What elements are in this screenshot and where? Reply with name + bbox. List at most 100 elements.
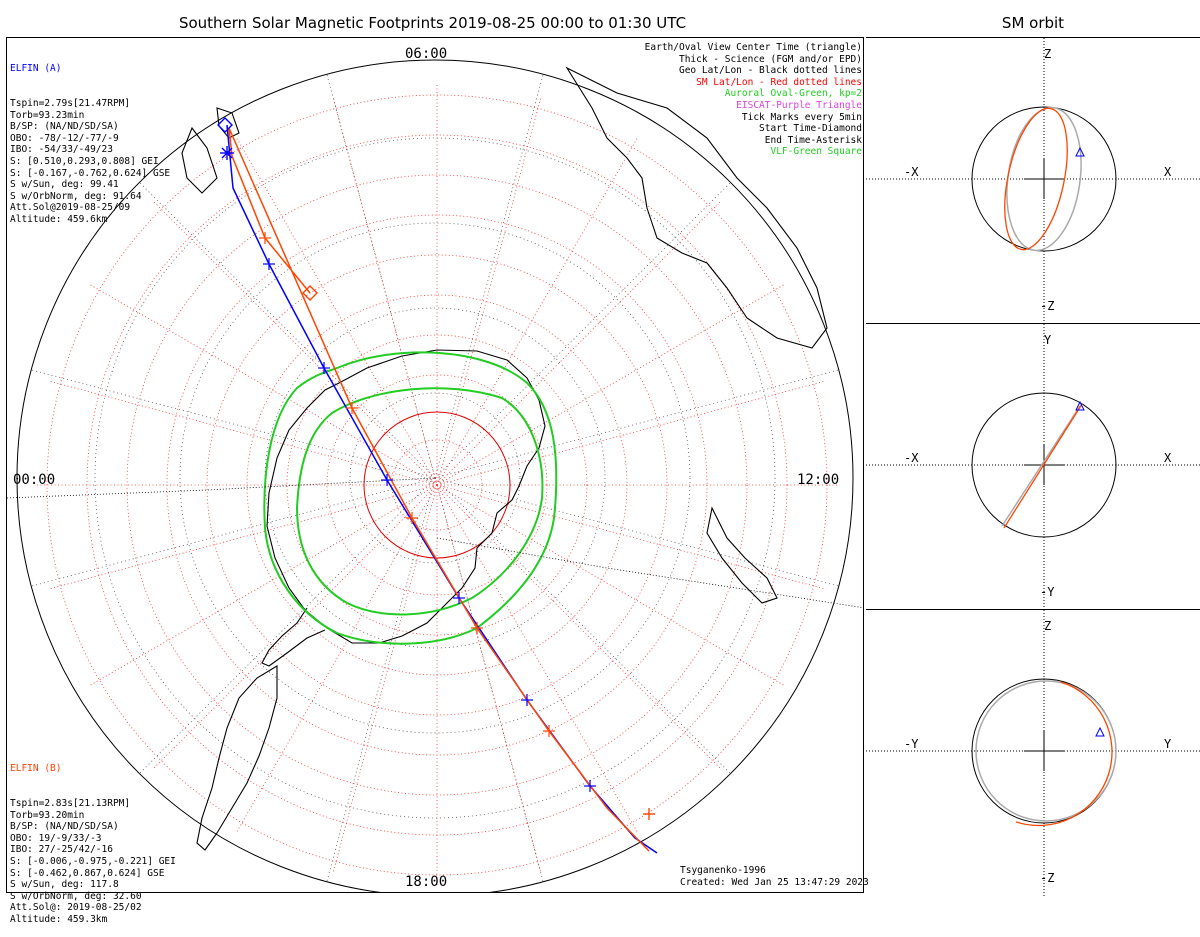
axis-top: Z <box>1044 47 1051 61</box>
elfin-b-param-line: B/SP: (NA/ND/SD/SA) <box>10 821 119 833</box>
legend-entry: End Time-Asterisk <box>764 134 862 146</box>
time-label-right: 12:00 <box>797 472 839 488</box>
elfin-a-param-line: B/SP: (NA/ND/SD/SA) <box>10 121 119 133</box>
geo-latitude-grid <box>94 137 776 819</box>
orbit-xy-plot: -X X Y -Y <box>866 324 1200 610</box>
elfin-b-param-line: S: [-0.006,-0.975,-0.221] GEI <box>10 855 176 867</box>
auroral-oval-outer <box>263 351 558 645</box>
axis-bottom: -Y <box>1040 585 1055 599</box>
orbit-view-triangle <box>1075 400 1085 411</box>
axis-top: Y <box>1044 333 1052 347</box>
orbit-panel-yz: -Y Y Z -Z <box>866 609 1200 896</box>
geo-dotted-line-left <box>7 477 436 499</box>
model-credit: Tsyganenko-1996 Created: Wed Jan 25 13:4… <box>680 865 869 888</box>
elfin-a-param-line: Torb=93.23min <box>10 109 85 121</box>
orbit-title: SM orbit <box>1001 14 1065 32</box>
elfin-b-name: ELFIN (B) <box>10 763 62 775</box>
madagascar-coastline <box>216 107 240 139</box>
elfin-b-param-line: OBO: 19/-9/33/-3 <box>10 832 102 844</box>
elfin-b-param-line: Att.Sol@: 2019-08-25/02 <box>10 902 142 914</box>
time-label-left: 00:00 <box>13 472 55 488</box>
geo-longitude-grid <box>31 74 839 882</box>
axis-right: X <box>1164 165 1172 179</box>
legend-entry: Thick - Science (FGM and/or EPD) <box>678 53 862 65</box>
elfin-b-orbit-xz <box>1004 107 1068 251</box>
orbit-view-triangle <box>1095 726 1105 737</box>
orbit-panel-xz: -X X Z -Z <box>866 37 1200 324</box>
orbit-xz-plot: -X X Z -Z <box>866 38 1200 324</box>
elfin-b-param-line: Altitude: 459.3km <box>10 913 108 925</box>
elfin-b-start-diamond <box>302 285 318 301</box>
elfin-a-orbit-yz <box>975 680 1117 822</box>
elfin-b-param-line: IBO: 27/-25/42/-16 <box>10 844 113 856</box>
elfin-b-param-line: S w/Sun, deg: 117.8 <box>10 879 119 891</box>
elfin-b-tick-marks <box>259 232 555 737</box>
elfin-b-end-asterisk <box>643 808 655 820</box>
elfin-b-param-line: Tspin=2.83s[21.13RPM] <box>10 797 131 809</box>
legend-entry: SM Lat/Lon - Red dotted lines <box>696 76 862 88</box>
orbit-view-triangle <box>1075 146 1085 157</box>
footprint-map: 06:00 00:00 12:00 18:00 <box>7 46 863 892</box>
elfin-a-start-diamond <box>217 117 233 133</box>
antarctic-peninsula <box>261 607 326 667</box>
elfin-b-orbit-xy <box>1003 403 1083 529</box>
elfin-a-param-line: S: [0.510,0.293,0.808] GEI <box>10 155 159 167</box>
legend-entry: Earth/Oval View Center Time (triangle) <box>644 42 862 53</box>
elfin-a-parameters: Tspin=2.79s[21.47RPM] Torb=93.23min B/SP: … <box>10 98 170 226</box>
elfin-a-param-line: Altitude: 459.6km <box>10 213 108 225</box>
orbit-yz-plot: -Y Y Z -Z <box>866 610 1200 896</box>
elfin-a-param-line: Tspin=2.79s[21.47RPM] <box>10 97 131 109</box>
auroral-oval <box>263 351 558 645</box>
new-zealand-coastline <box>706 506 778 604</box>
time-label-top: 06:00 <box>405 46 447 62</box>
elfin-a-param-line: S: [-0.167,-0.762,0.624] GSE <box>10 167 171 179</box>
elfin-a-footprint-track <box>226 124 658 854</box>
elfin-a-end-asterisk <box>220 146 234 160</box>
axis-bottom: -Z <box>1040 299 1054 313</box>
axis-right: X <box>1164 451 1172 465</box>
australia-coastline <box>565 66 828 349</box>
elfin-b-param-line: Torb=93.20min <box>10 809 85 821</box>
footprint-map-panel: 06:00 00:00 12:00 18:00 <box>6 37 864 893</box>
africa-coastline <box>181 126 218 194</box>
axis-left: -X <box>904 451 919 465</box>
elfin-a-tick-marks <box>263 258 596 792</box>
model-name: Tsyganenko-1996 <box>680 865 766 876</box>
elfin-a-name: ELFIN (A) <box>10 63 62 75</box>
elfin-b-info: ELFIN (B) Tspin=2.83s[21.13RPM] Torb=93.2… <box>10 740 176 937</box>
orbit-panel-xy: -X X Y -Y <box>866 323 1200 610</box>
elfin-b-param-line: S: [-0.462,0.867,0.624] GSE <box>10 867 165 879</box>
elfin-a-info: ELFIN (A) Tspin=2.79s[21.47RPM] Torb=93.2… <box>10 40 170 237</box>
legend-entry: Tick Marks every 5min <box>741 111 862 123</box>
elfin-b-parameters: Tspin=2.83s[21.13RPM] Torb=93.20min B/SP: … <box>10 798 176 926</box>
south-america-coastline <box>196 665 278 851</box>
geo-dotted-line <box>436 537 863 609</box>
elfin-b-param-line: S w/OrbNorm, deg: 32.60 <box>10 890 142 902</box>
axis-right: Y <box>1164 737 1172 751</box>
time-label-bottom: 18:00 <box>405 874 447 890</box>
sm-longitude-grid <box>37 85 837 885</box>
elfin-b-footprint-track <box>228 127 650 852</box>
coastlines <box>181 66 828 851</box>
axis-top: Z <box>1044 619 1051 633</box>
elfin-a-param-line: S w/OrbNorm, deg: 91.64 <box>10 190 142 202</box>
axis-bottom: -Z <box>1040 871 1054 885</box>
legend-entry: VLF-Green Square <box>770 146 862 158</box>
axis-left: -Y <box>904 737 919 751</box>
elfin-b-orbit-yz <box>1015 681 1113 827</box>
axis-left: -X <box>904 165 919 179</box>
legend-entry: Auroral Oval-Green, kp=2 <box>724 88 862 100</box>
legend-entry: Start Time-Diamond <box>759 123 862 135</box>
elfin-a-orbit-xy <box>1001 405 1081 527</box>
elfin-a-param-line: Att.Sol@2019-08-25/09 <box>10 202 131 214</box>
elfin-a-param-line: OBO: -78/-12/-77/-9 <box>10 132 119 144</box>
legend-entry: EISCAT-Purple Triangle <box>736 99 862 111</box>
elfin-a-param-line: IBO: -54/33/-49/23 <box>10 144 113 156</box>
sm-reference-circle <box>363 411 511 559</box>
created-timestamp: Created: Wed Jan 25 13:47:29 2023 <box>680 876 869 888</box>
globe-outline <box>16 59 854 892</box>
legend-entry: Geo Lat/Lon - Black dotted lines <box>678 65 862 77</box>
elfin-a-param-line: S w/Sun, deg: 99.41 <box>10 179 119 191</box>
antarctica-coastline <box>266 349 546 644</box>
chart-title: Southern Solar Magnetic Footprints 2019-… <box>178 14 687 32</box>
